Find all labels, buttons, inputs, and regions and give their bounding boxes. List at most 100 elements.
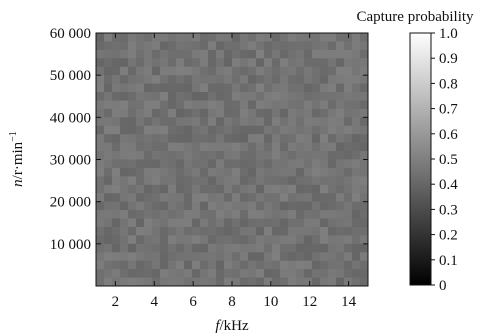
heatmap-cell	[136, 176, 145, 186]
heatmap-cell	[320, 49, 329, 59]
heatmap-cell	[224, 41, 233, 51]
heatmap-cell	[192, 252, 201, 262]
heatmap-cell	[360, 117, 368, 127]
heatmap-cell	[352, 176, 361, 186]
heatmap-cell	[128, 260, 137, 270]
heatmap-cell	[112, 58, 121, 68]
colorbar-title: Capture probability	[356, 9, 474, 25]
heatmap-cell	[240, 235, 249, 245]
heatmap-cell	[296, 100, 305, 110]
heatmap-cell	[304, 125, 313, 135]
heatmap-cell	[128, 83, 137, 93]
heatmap-cell	[160, 117, 169, 127]
heatmap-cell	[272, 117, 281, 127]
heatmap-cell	[312, 92, 321, 102]
heatmap-cell	[184, 151, 193, 161]
heatmap-cell	[120, 92, 129, 102]
heatmap-cell	[344, 226, 353, 236]
heatmap-cell	[360, 66, 368, 76]
heatmap-cell	[280, 100, 289, 110]
heatmap-cell	[344, 49, 353, 59]
heatmap-cell	[200, 125, 209, 135]
heatmap-cell	[208, 201, 217, 211]
heatmap-cell	[112, 243, 121, 253]
heatmap-cell	[96, 252, 105, 262]
heatmap-cell	[304, 66, 313, 76]
heatmap-cell	[104, 75, 113, 85]
heatmap-cell	[152, 159, 161, 169]
heatmap-cell	[344, 252, 353, 262]
heatmap-cell	[168, 41, 177, 51]
heatmap-cell	[152, 108, 161, 118]
heatmap-cell	[184, 243, 193, 253]
heatmap-cell	[208, 260, 217, 270]
heatmap-cell	[248, 142, 257, 152]
heatmap-cell	[104, 167, 113, 177]
heatmap-cell	[352, 269, 361, 279]
heatmap-cell	[224, 226, 233, 236]
heatmap-cell	[256, 260, 265, 270]
heatmap-cell	[120, 201, 129, 211]
heatmap-cell	[288, 142, 297, 152]
heatmap-cell	[304, 260, 313, 270]
heatmap-cell	[136, 252, 145, 262]
heatmap-cell	[216, 92, 225, 102]
heatmap-cell	[216, 75, 225, 85]
heatmap-cell	[120, 210, 129, 220]
heatmap-cell	[344, 218, 353, 228]
heatmap-cell	[304, 92, 313, 102]
heatmap-cell	[200, 184, 209, 194]
x-axis: 2 4 6 8 10 12 14	[112, 33, 357, 310]
heatmap-cell	[248, 260, 257, 270]
heatmap-cell	[184, 252, 193, 262]
heatmap-cell	[176, 226, 185, 236]
heatmap-cell	[352, 75, 361, 85]
x-tick-label: 4	[151, 294, 159, 310]
heatmap-cell	[272, 142, 281, 152]
heatmap-cell	[232, 193, 241, 203]
heatmap-cell	[112, 108, 121, 118]
heatmap-cell	[120, 41, 129, 51]
heatmap-cell	[144, 125, 153, 135]
heatmap-cell	[320, 235, 329, 245]
heatmap-cell	[200, 58, 209, 68]
heatmap-cell	[296, 201, 305, 211]
heatmap-cell	[256, 92, 265, 102]
heatmap-cell	[232, 83, 241, 93]
heatmap-cell	[152, 167, 161, 177]
heatmap-cell	[240, 33, 249, 43]
heatmap-cell	[112, 125, 121, 135]
heatmap-cell	[96, 125, 105, 135]
heatmap-cell	[224, 252, 233, 262]
heatmap-cell	[224, 92, 233, 102]
heatmap-cell	[208, 75, 217, 85]
heatmap-cell	[216, 142, 225, 152]
heatmap-cell	[128, 125, 137, 135]
heatmap-cell	[144, 235, 153, 245]
heatmap-cell	[288, 92, 297, 102]
heatmap-cell	[288, 83, 297, 93]
heatmap-cell	[344, 134, 353, 144]
heatmap-cell	[272, 92, 281, 102]
heatmap-cell	[120, 49, 129, 59]
heatmap-cell	[120, 269, 129, 279]
heatmap-cell	[200, 100, 209, 110]
heatmap-cell	[96, 159, 105, 169]
heatmap-cell	[96, 33, 105, 43]
heatmap-cell	[120, 243, 129, 253]
heatmap-cell	[160, 167, 169, 177]
heatmap-cell	[256, 125, 265, 135]
heatmap-cell	[200, 159, 209, 169]
heatmap-cell	[352, 210, 361, 220]
heatmap-cell	[192, 75, 201, 85]
heatmap-cell	[232, 58, 241, 68]
heatmap-cell	[192, 243, 201, 253]
heatmap-cell	[192, 83, 201, 93]
heatmap-cell	[256, 33, 265, 43]
heatmap-cell	[344, 108, 353, 118]
heatmap-cell	[328, 210, 337, 220]
heatmap-cell	[256, 243, 265, 253]
heatmap-cell	[184, 100, 193, 110]
heatmap-cell	[272, 100, 281, 110]
heatmap-cell	[264, 184, 273, 194]
